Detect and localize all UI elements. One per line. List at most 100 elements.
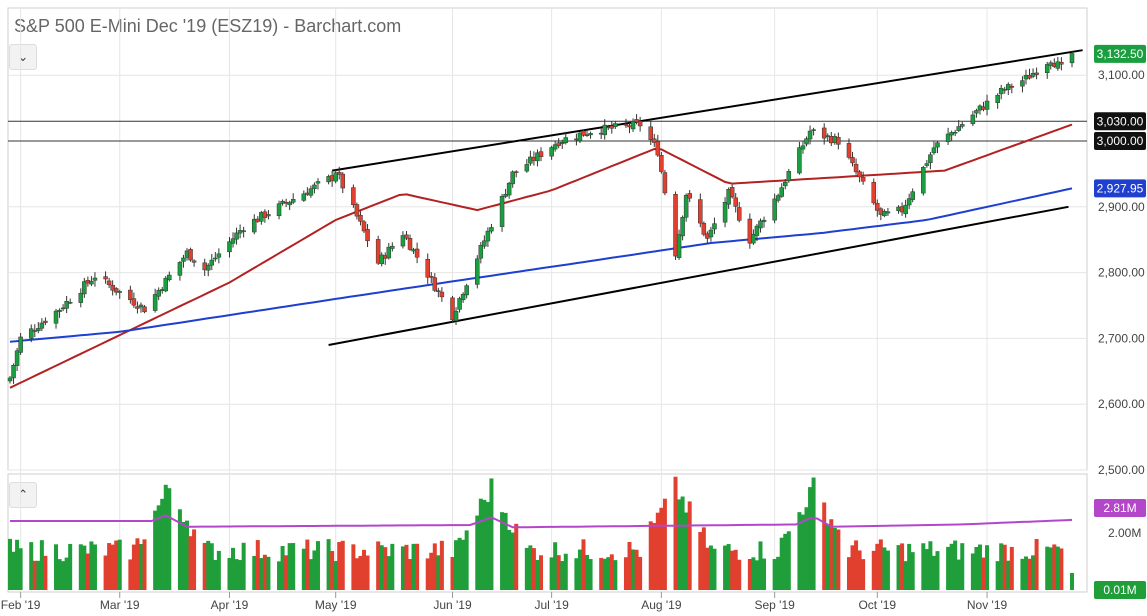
volume-bar	[928, 541, 933, 590]
volume-bar	[708, 545, 713, 590]
candle-body	[956, 126, 961, 131]
candle-body	[436, 290, 441, 292]
volume-bar	[776, 556, 781, 590]
volume-bar	[114, 540, 119, 590]
candle-body	[712, 223, 717, 230]
candle-body	[662, 172, 668, 194]
candle-body	[613, 123, 618, 127]
candle-body	[53, 310, 59, 324]
candle-body	[152, 294, 158, 311]
last-price-tag-label: 3,132.50	[1097, 47, 1144, 61]
volume-bar	[231, 547, 236, 590]
candle-body	[432, 277, 438, 291]
candle-body	[623, 124, 629, 126]
volume-bar	[39, 540, 44, 590]
volume-bar	[206, 540, 211, 590]
candle-body	[970, 114, 976, 125]
volume-bar	[903, 561, 908, 590]
candle-body	[177, 262, 183, 276]
volume-bar	[563, 553, 568, 590]
volume-bar	[648, 521, 653, 590]
chevron-down-icon[interactable]: ⌄	[9, 44, 37, 70]
volume-bar	[1055, 546, 1060, 590]
candle-body	[351, 187, 356, 205]
volume-bar	[213, 559, 218, 590]
candle-body	[167, 274, 172, 281]
volume-bar	[924, 549, 929, 590]
volume-bar	[415, 543, 420, 590]
candle-body	[846, 143, 852, 158]
candle-body	[687, 193, 692, 199]
volume-bar	[1002, 544, 1007, 590]
candle-body	[205, 264, 211, 271]
volume-bar	[103, 555, 108, 590]
volume-bar	[461, 539, 466, 590]
date-tick-label: Jun '19	[433, 598, 472, 612]
candle-body	[875, 203, 880, 211]
chevron-up-icon[interactable]: ⌃	[9, 482, 37, 508]
volume-bar	[981, 557, 986, 590]
volume-bar	[574, 558, 579, 590]
volume-bar	[634, 549, 639, 590]
volume-bar	[931, 555, 936, 590]
candle-body	[460, 294, 466, 301]
candle-body	[308, 188, 314, 196]
volume-bar	[354, 558, 359, 590]
candle-body	[489, 227, 494, 232]
candle-body	[524, 164, 530, 172]
candle-body	[92, 277, 98, 281]
candle-body	[673, 194, 678, 257]
candle-body	[722, 202, 728, 223]
volume-bar	[1006, 560, 1011, 590]
candle-body	[630, 121, 636, 130]
volume-bar	[602, 558, 607, 590]
trend-lines	[328, 49, 1083, 346]
candle-body	[804, 138, 809, 145]
volume-bar	[698, 532, 703, 590]
volume-bar	[701, 527, 706, 590]
date-tick-label: Jul '19	[534, 598, 569, 612]
volume-bar	[390, 543, 395, 590]
volume-bar	[627, 541, 632, 590]
candle-body	[475, 258, 480, 285]
volume-bar	[662, 498, 667, 590]
volume-bar	[312, 550, 317, 590]
candle-body	[921, 167, 926, 194]
volume-bar	[737, 559, 742, 590]
candle-body	[209, 259, 215, 266]
candle-body	[949, 132, 954, 136]
volume-average-line	[10, 514, 1073, 529]
volume-bar	[878, 539, 883, 590]
candle-body	[499, 196, 505, 227]
volume-bar	[779, 537, 784, 590]
candle-body	[1009, 86, 1015, 88]
volume-bar	[1045, 546, 1050, 590]
volume-bar	[585, 554, 590, 590]
candle-body	[807, 130, 813, 140]
candle-body	[82, 281, 87, 295]
volume-bar	[85, 553, 90, 590]
volume-bar	[772, 559, 777, 590]
volume-bar	[128, 559, 133, 590]
candle-body	[783, 182, 788, 187]
volume-bar	[259, 558, 264, 590]
candle-body	[857, 171, 862, 178]
volume-bar	[485, 502, 490, 590]
price-tick-label: 2,900.00	[1098, 200, 1145, 214]
candle-body	[853, 163, 859, 173]
candle-body	[14, 350, 20, 366]
candle-body	[974, 110, 979, 114]
volume-bar	[751, 557, 756, 590]
candle-body	[680, 217, 685, 237]
volume-bar	[687, 501, 692, 590]
candle-body	[1055, 61, 1061, 69]
volume-bar	[160, 498, 165, 590]
volume-bar	[631, 549, 636, 590]
volume-bar	[730, 550, 735, 590]
volume-bar	[705, 547, 710, 590]
volume-ma-tag-label: 2.81M	[1103, 501, 1136, 515]
candle-body	[425, 258, 430, 278]
candle-body	[1020, 80, 1025, 87]
volume-bar	[400, 546, 405, 590]
volume-bar	[535, 559, 540, 590]
